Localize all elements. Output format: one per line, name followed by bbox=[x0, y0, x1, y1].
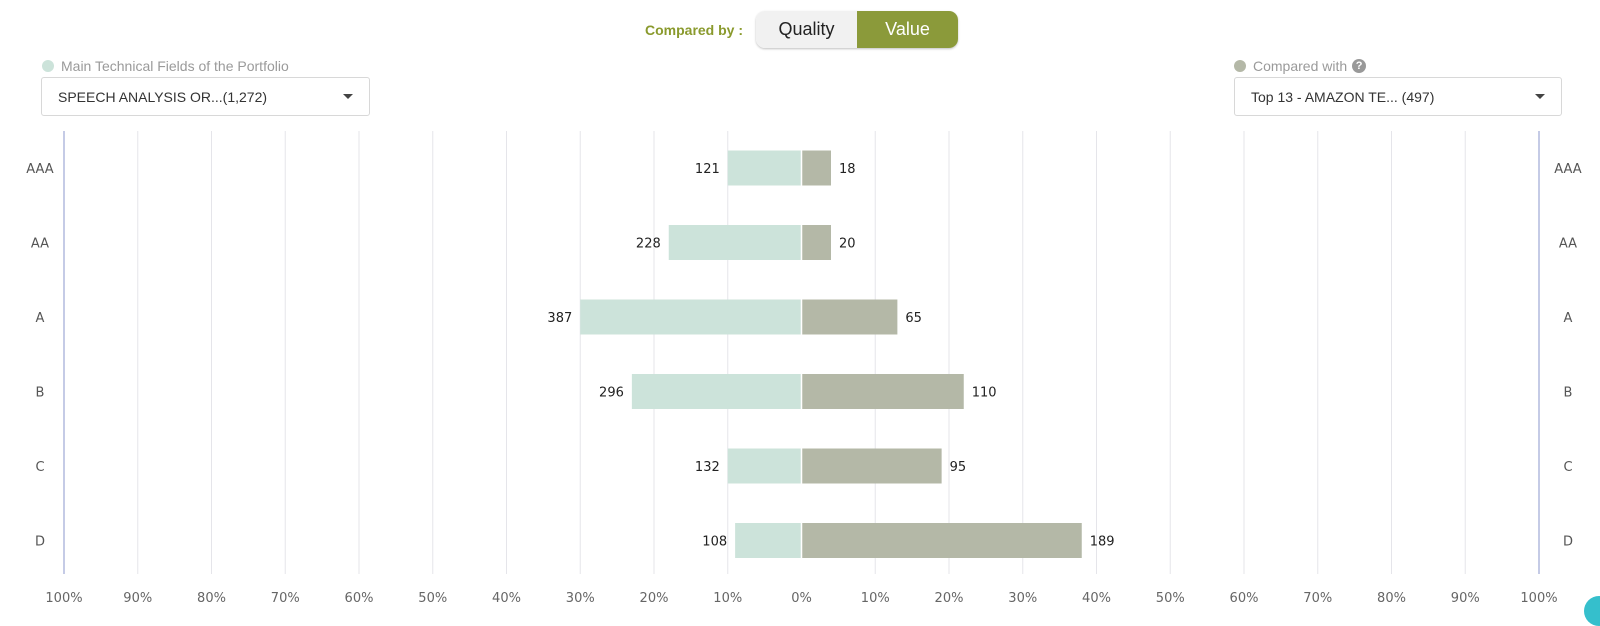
x-tick-label: 10% bbox=[861, 591, 890, 606]
y-category-label-left: A bbox=[36, 311, 45, 326]
left-bar bbox=[727, 150, 802, 186]
left-bar bbox=[631, 374, 802, 409]
diverging-bar-chart: 100% 90% 80% 70% 60% 50% 40% 30% 20% 10% 0% 10% 20% 3… bbox=[26, 131, 1582, 606]
left-bar-data-label: 121 bbox=[695, 162, 720, 177]
y-category-label-right: AA bbox=[1559, 237, 1577, 252]
value-toggle-button[interactable]: Value bbox=[857, 11, 959, 48]
x-tick-label: 50% bbox=[1156, 591, 1185, 606]
x-tick-label: 10% bbox=[713, 591, 742, 606]
left-bar-data-label: 132 bbox=[695, 460, 720, 475]
compared-by-label: Compared by : bbox=[645, 21, 744, 38]
y-category-label-right: D bbox=[1563, 535, 1573, 550]
x-tick-label: 40% bbox=[492, 591, 521, 606]
compare-toggle: Quality Value bbox=[756, 11, 959, 48]
x-tick-label: 100% bbox=[1520, 591, 1557, 606]
y-category-label-right: B bbox=[1564, 386, 1573, 401]
left-bar bbox=[735, 523, 802, 558]
left-bar-data-label: 296 bbox=[599, 386, 624, 401]
x-tick-label: 50% bbox=[418, 591, 447, 606]
x-tick-label: 80% bbox=[1377, 591, 1406, 606]
x-tick-label: 90% bbox=[1451, 591, 1480, 606]
right-bar-data-label: 20 bbox=[839, 237, 856, 252]
right-bar bbox=[801, 523, 1082, 558]
quality-toggle-button[interactable]: Quality bbox=[756, 11, 858, 48]
technical-field-select[interactable]: SPEECH ANALYSIS OR...(1,272) bbox=[41, 77, 370, 116]
x-tick-label: 70% bbox=[271, 591, 300, 606]
x-tick-label: 40% bbox=[1082, 591, 1111, 606]
left-bar bbox=[727, 448, 802, 484]
right-bar bbox=[801, 225, 831, 260]
chevron-down-icon bbox=[1535, 94, 1545, 99]
y-category-label-right: A bbox=[1564, 311, 1573, 326]
x-tick-label: 80% bbox=[197, 591, 226, 606]
right-bar bbox=[801, 448, 942, 484]
right-bar bbox=[801, 374, 964, 409]
x-tick-label: 20% bbox=[640, 591, 669, 606]
left-bar bbox=[580, 299, 802, 335]
x-tick-label: 0% bbox=[791, 591, 812, 606]
left-legend-dot bbox=[42, 60, 54, 72]
help-icon[interactable]: ? bbox=[1352, 59, 1367, 73]
right-bar-data-label: 65 bbox=[905, 311, 922, 326]
right-bar bbox=[801, 299, 898, 335]
x-tick-label: 20% bbox=[935, 591, 964, 606]
right-bar-data-label: 95 bbox=[950, 460, 967, 475]
left-legend: Main Technical Fields of the Portfolio bbox=[42, 58, 289, 74]
right-legend-dot bbox=[1234, 60, 1246, 72]
left-bar bbox=[668, 225, 802, 260]
right-legend: Compared with ? bbox=[1234, 58, 1367, 74]
technical-field-select-value: SPEECH ANALYSIS OR...(1,272) bbox=[58, 88, 268, 105]
x-tick-label: 30% bbox=[566, 591, 595, 606]
x-tick-label: 100% bbox=[45, 591, 82, 606]
left-bar-data-label: 228 bbox=[636, 237, 661, 252]
y-category-label-right: AAA bbox=[1554, 162, 1582, 177]
x-tick-label: 30% bbox=[1008, 591, 1037, 606]
compared-with-select[interactable]: Top 13 - AMAZON TE... (497) bbox=[1234, 77, 1562, 116]
left-bar-data-label: 108 bbox=[702, 535, 727, 550]
chevron-down-icon bbox=[343, 94, 353, 99]
y-category-label-left: AAA bbox=[26, 162, 54, 177]
left-legend-label: Main Technical Fields of the Portfolio bbox=[61, 58, 289, 74]
y-category-label-left: AA bbox=[31, 237, 49, 252]
right-bar bbox=[801, 150, 831, 186]
x-tick-label: 90% bbox=[123, 591, 152, 606]
right-bar-data-label: 110 bbox=[972, 386, 997, 401]
right-bar-data-label: 189 bbox=[1090, 535, 1115, 550]
right-legend-label: Compared with bbox=[1253, 58, 1348, 74]
y-category-label-right: C bbox=[1563, 460, 1572, 475]
x-tick-label: 60% bbox=[345, 591, 374, 606]
x-tick-label: 70% bbox=[1303, 591, 1332, 606]
y-category-label-left: D bbox=[35, 535, 45, 550]
y-category-label-left: B bbox=[36, 386, 45, 401]
x-tick-label: 60% bbox=[1230, 591, 1259, 606]
left-bar-data-label: 387 bbox=[547, 311, 572, 326]
right-bar-data-label: 18 bbox=[839, 162, 856, 177]
compared-by-control: Compared by : Quality Value bbox=[645, 11, 959, 48]
compared-with-select-value: Top 13 - AMAZON TE... (497) bbox=[1251, 88, 1435, 105]
y-category-label-left: C bbox=[35, 460, 44, 475]
